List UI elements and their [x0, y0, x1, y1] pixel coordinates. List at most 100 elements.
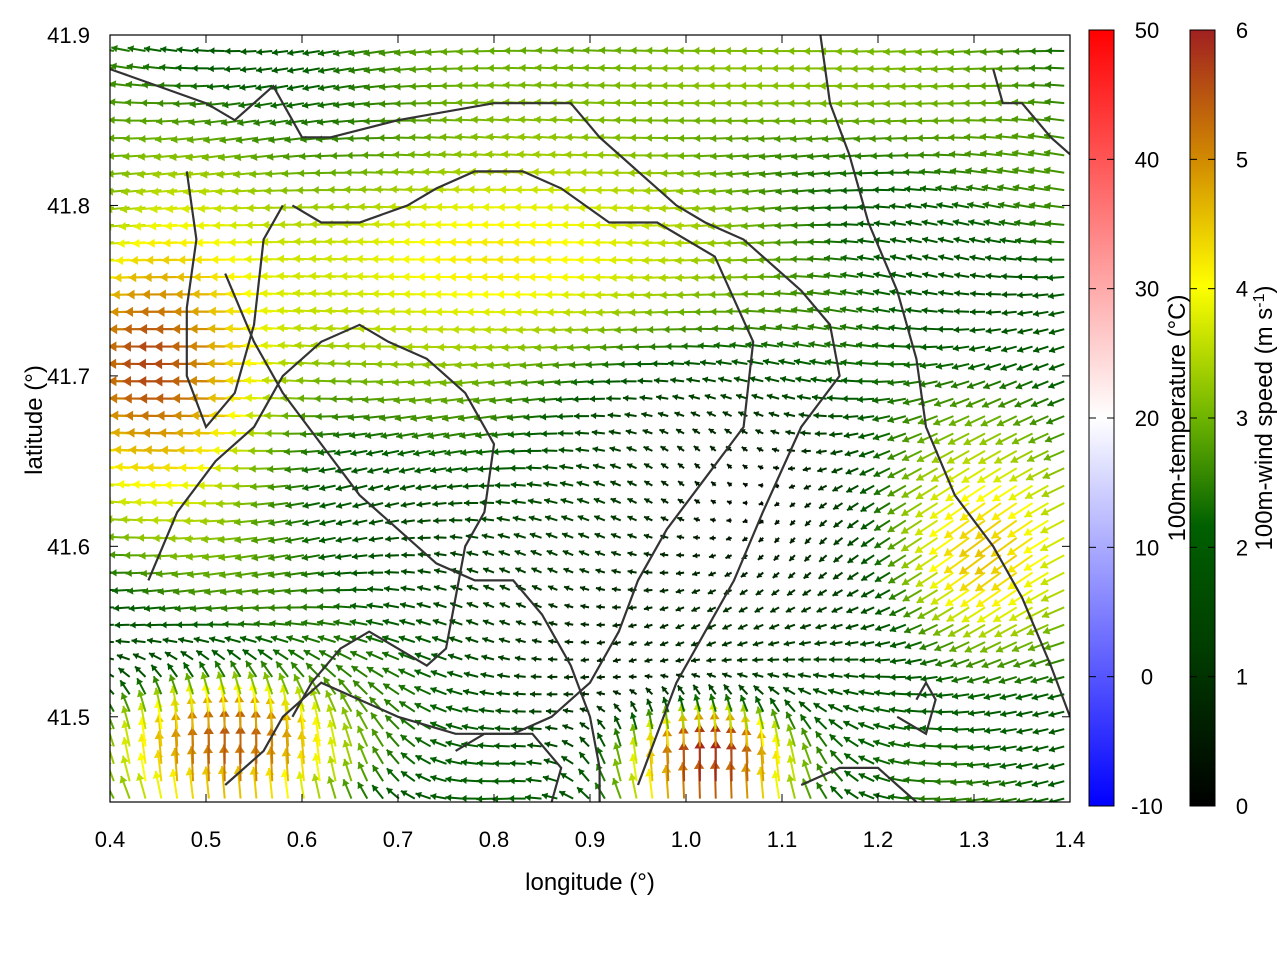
wind-arrow [905, 674, 922, 682]
wind-arrow [110, 310, 114, 313]
wind-arrow [327, 755, 337, 782]
x-tick-label: 0.5 [191, 827, 222, 852]
wind-arrow [813, 656, 827, 663]
wind-arrow [966, 779, 986, 787]
wind-arrow [827, 688, 843, 696]
wind-arrow [842, 720, 859, 730]
wind-arrow [430, 669, 447, 678]
x-axis-label: longitude (°) [525, 869, 655, 896]
wind-arrow [116, 653, 131, 661]
wind-arrow [950, 778, 970, 786]
wind-arrow [563, 674, 574, 681]
wind-arrow [214, 660, 226, 678]
colorbar-tick-label: 20 [1135, 406, 1159, 431]
wind-arrow [874, 673, 891, 681]
wind-arrow [386, 767, 400, 782]
wind-arrow [857, 721, 875, 730]
x-tick-label: 1.1 [767, 827, 798, 852]
wind-arrow [293, 673, 305, 695]
wind-arrow [783, 699, 796, 713]
wind-arrow [706, 657, 716, 664]
wind-arrow [493, 759, 510, 768]
wind-arrow [812, 687, 827, 696]
wind-arrow [429, 703, 447, 713]
wind-arrow [936, 691, 954, 700]
wind-arrow [752, 684, 764, 696]
wind-arrow [370, 711, 384, 730]
wind-arrow [579, 736, 590, 748]
wind-arrow [1032, 745, 1049, 753]
wind-arrow [398, 684, 416, 696]
wind-arrow [355, 709, 369, 730]
wind-arrow [904, 707, 922, 715]
wind-arrow [628, 673, 637, 680]
wind-arrow [352, 679, 368, 695]
wind-arrow [275, 660, 289, 678]
wind-arrow [889, 657, 906, 665]
wind-arrow [447, 653, 463, 661]
wind-arrow [429, 721, 447, 730]
wind-arrow [479, 689, 495, 697]
wind-arrow [350, 665, 368, 678]
wind-arrow [308, 675, 321, 695]
wind-arrow [677, 695, 686, 712]
wind-arrow [497, 672, 510, 679]
wind-arrow [596, 718, 606, 730]
wind-arrow [1048, 710, 1065, 718]
wind-arrow [563, 691, 574, 698]
wind-arrow [524, 794, 542, 802]
wind-arrow [628, 773, 638, 799]
wind-arrow [919, 658, 938, 667]
wind-arrow [272, 648, 289, 661]
wind-arrow [645, 687, 654, 695]
wind-arrow [367, 681, 384, 696]
wind-arrow [693, 694, 701, 712]
wind-arrow [384, 714, 400, 730]
wind-arrow [888, 740, 907, 748]
wind-arrow [1014, 675, 1033, 685]
wind-arrow [430, 652, 447, 661]
wind-arrow [920, 675, 938, 683]
wind-arrow [782, 672, 796, 679]
wind-arrow [613, 742, 622, 765]
wind-arrow [399, 734, 416, 748]
wind-arrow [342, 778, 353, 799]
wind-arrow [514, 655, 526, 662]
wind-arrow [544, 741, 558, 748]
wind-arrow [480, 671, 495, 679]
wind-arrow [801, 759, 812, 782]
wind-arrow [414, 702, 432, 713]
wind-arrow [446, 687, 463, 696]
wind-arrow [119, 679, 131, 695]
wind-arrow [935, 675, 954, 683]
wind-arrow [952, 709, 970, 717]
wind-arrow [247, 671, 258, 695]
wind-arrow [644, 673, 653, 680]
wind-arrow [497, 654, 511, 662]
wind-arrow [629, 700, 638, 713]
wind-arrow [983, 709, 1002, 718]
wind-arrow [413, 685, 432, 696]
wind-arrow [414, 652, 431, 661]
x-tick-label: 1.3 [959, 827, 990, 852]
wind-arrow [999, 693, 1017, 701]
wind-arrow [229, 660, 242, 678]
wind-arrow [182, 661, 194, 678]
wind-arrow [1032, 728, 1049, 735]
colorbar-tick-label: 0 [1141, 665, 1153, 690]
wind-arrow [429, 738, 447, 748]
wind-arrow [578, 751, 590, 765]
wind-arrow [430, 686, 447, 696]
wind-arrow [463, 671, 479, 678]
wind-arrow [120, 692, 131, 713]
wind-arrow [724, 693, 733, 712]
wind-arrow [858, 689, 875, 696]
wind-arrow [934, 777, 954, 786]
x-tick-label: 1.2 [863, 827, 894, 852]
colorbar-tick-label: 40 [1135, 147, 1159, 172]
wind-arrow [525, 776, 542, 784]
wind-arrow [858, 755, 875, 765]
wind-arrow [512, 708, 526, 715]
wind-arrow [121, 720, 131, 747]
wind-arrow [1048, 728, 1065, 736]
